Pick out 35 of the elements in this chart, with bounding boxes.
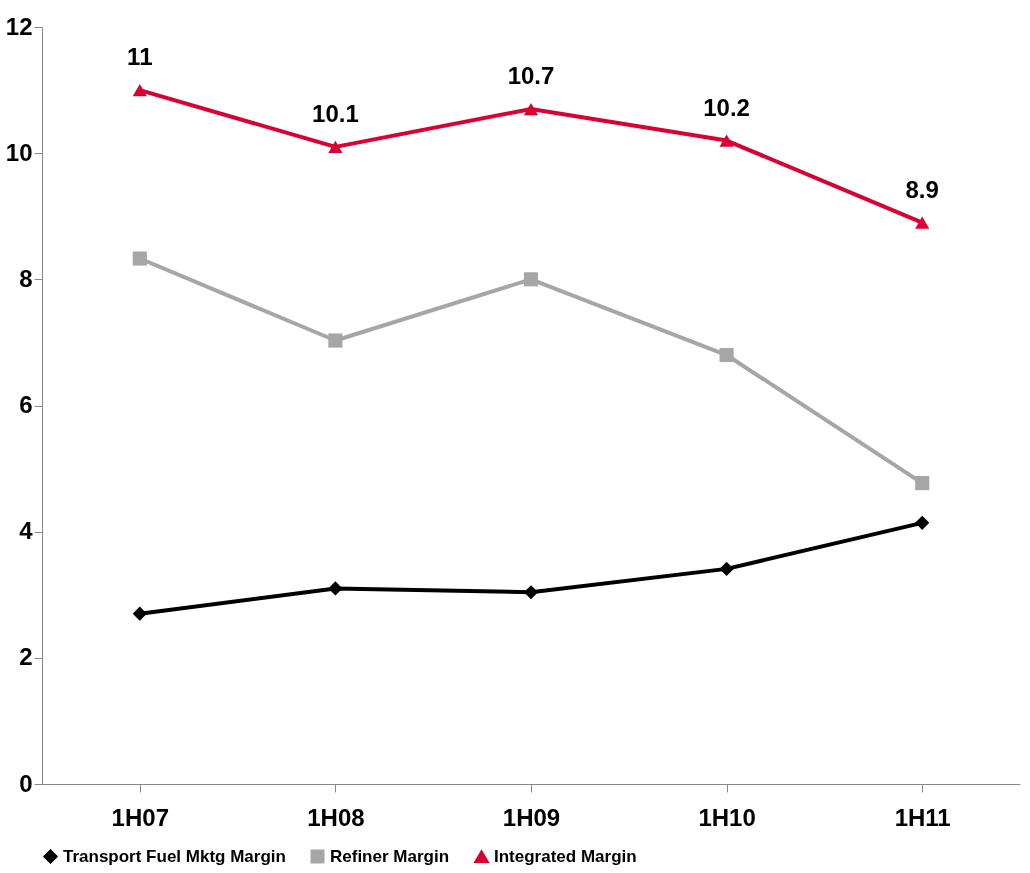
point: [523, 585, 539, 600]
point: [132, 606, 147, 621]
data-label: 10.2: [703, 93, 750, 121]
x-tick-label: 1H11: [894, 803, 951, 831]
point: [523, 272, 539, 287]
y-tick-label: 0: [19, 769, 33, 797]
point: [328, 581, 343, 596]
data-label: 11: [127, 43, 153, 71]
y-tick-label: 2: [19, 643, 33, 671]
legend-label: Integrated Margin: [494, 846, 637, 866]
data-label: 10.7: [507, 62, 555, 90]
point: [523, 102, 539, 116]
y-tick-label: 8: [19, 264, 33, 292]
y-tick-label: 12: [5, 12, 33, 40]
x-tick-label: 1H10: [698, 803, 756, 831]
data-label: 8.9: [905, 175, 939, 203]
point: [915, 216, 930, 229]
point: [328, 333, 343, 348]
legend-label: Transport Fuel Mktg Margin: [63, 846, 286, 866]
point: [328, 140, 343, 153]
point: [132, 251, 147, 266]
x-tick-label: 1H08: [307, 803, 365, 831]
y-tick-label: 10: [5, 138, 33, 166]
data-label: 10.1: [312, 99, 359, 127]
x-tick-label: 1H09: [502, 803, 561, 831]
y-tick-label: 4: [19, 517, 34, 545]
point: [719, 347, 734, 363]
y-tick-label: 6: [19, 391, 33, 418]
legend-label: Refiner Margin: [330, 846, 450, 866]
x-tick-label: 1H07: [111, 803, 169, 831]
point: [132, 83, 147, 97]
point: [719, 561, 734, 576]
point: [719, 134, 734, 147]
point: [915, 476, 930, 491]
point: [915, 515, 930, 530]
